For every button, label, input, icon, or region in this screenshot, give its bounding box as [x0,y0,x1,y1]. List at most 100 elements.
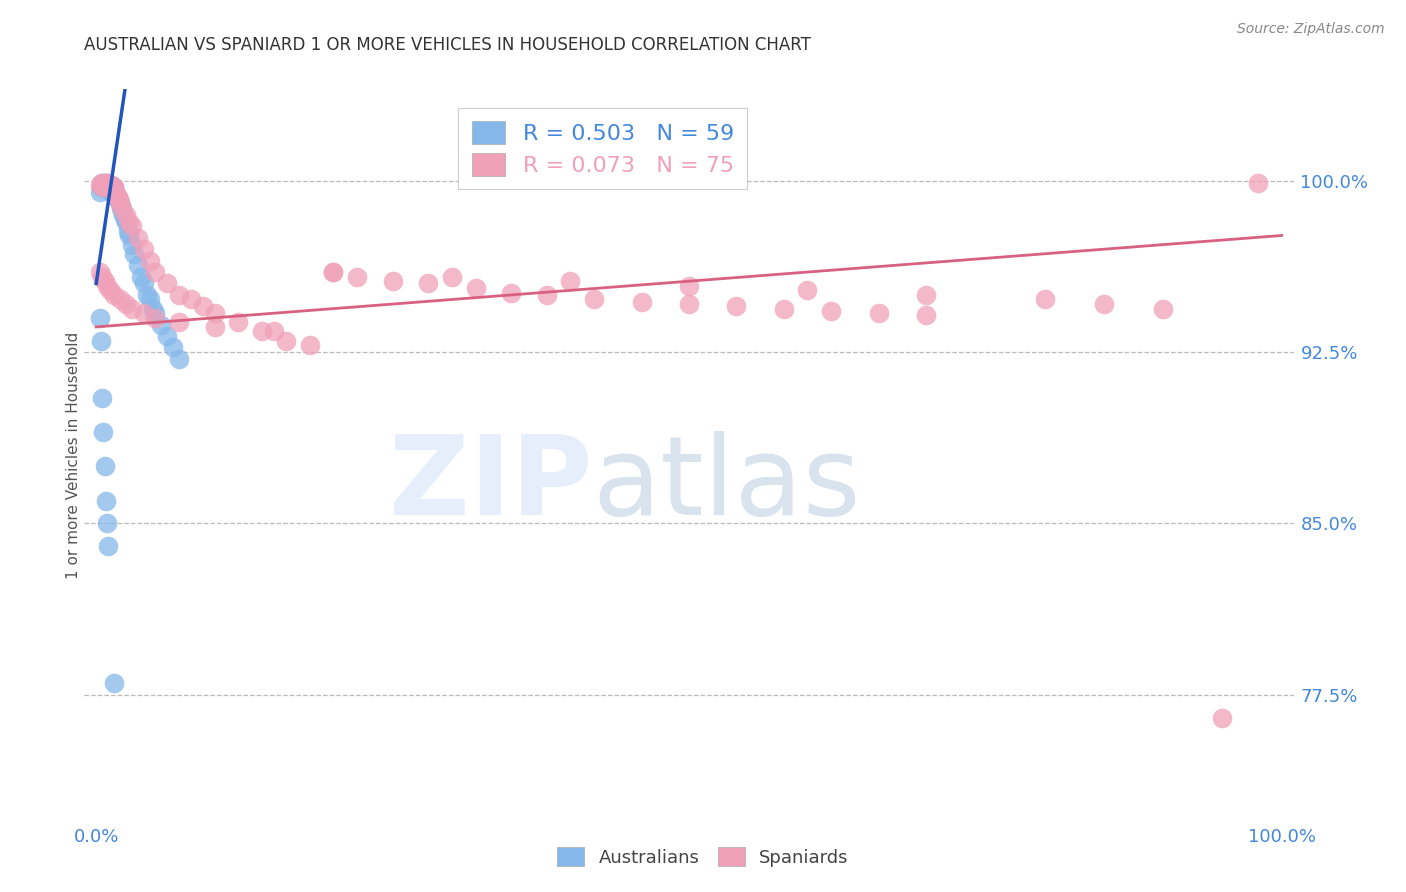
Point [96,176,118,190]
Point [132,277,155,291]
Point [101,183,124,197]
Point [1247,176,1270,190]
Point [678,297,700,311]
Point [97,180,120,194]
Point [1092,297,1115,311]
Point [96,180,118,194]
Point [115,215,138,229]
Point [103,180,125,194]
Point [136,288,159,302]
Point [298,338,321,352]
Point [110,201,132,215]
Point [100,178,122,193]
Point [97,540,120,554]
Point [108,196,131,211]
Point [138,253,160,268]
Point [91,178,114,193]
Point [94,178,117,193]
Point [346,269,368,284]
Point [274,334,297,348]
Point [107,194,129,209]
Point [107,192,129,206]
Point [228,315,250,329]
Point [96,180,118,194]
Point [105,189,128,203]
Point [100,284,122,298]
Point [89,310,111,325]
Point [111,201,134,215]
Point [114,212,136,227]
Point [772,301,794,316]
Point [117,224,139,238]
Point [630,294,652,309]
Point [91,180,114,194]
Point [90,334,112,348]
Point [115,208,138,222]
Y-axis label: 1 or more Vehicles in Household: 1 or more Vehicles in Household [66,331,80,579]
Point [98,183,121,197]
Point [418,277,440,291]
Point [97,178,120,193]
Point [1211,711,1233,725]
Point [122,247,145,261]
Point [118,228,141,243]
Point [191,299,214,313]
Point [100,180,122,194]
Point [96,278,118,293]
Point [868,306,890,320]
Point [96,516,118,531]
Point [440,269,463,284]
Point [204,306,226,320]
Point [725,299,748,313]
Point [89,185,111,199]
Legend: R = 0.503   N = 59, R = 0.073   N = 75: R = 0.503 N = 59, R = 0.073 N = 75 [458,108,747,189]
Point [111,203,134,218]
Point [250,325,273,339]
Point [915,309,938,323]
Point [93,274,115,288]
Point [560,274,582,288]
Point [915,288,938,302]
Point [100,183,122,197]
Point [162,341,184,355]
Point [145,306,167,320]
Point [121,301,143,316]
Point [97,183,120,197]
Point [91,176,114,190]
Point [91,178,114,193]
Point [121,237,143,252]
Point [94,180,117,194]
Point [167,288,190,302]
Point [90,180,112,194]
Point [129,269,152,284]
Point [381,274,404,288]
Point [115,297,138,311]
Point [142,301,165,316]
Text: Source: ZipAtlas.com: Source: ZipAtlas.com [1237,22,1385,37]
Text: AUSTRALIAN VS SPANIARD 1 OR MORE VEHICLES IN HOUSEHOLD CORRELATION CHART: AUSTRALIAN VS SPANIARD 1 OR MORE VEHICLE… [84,36,811,54]
Point [167,351,190,366]
Point [145,265,167,279]
Point [105,187,128,202]
Point [180,293,202,307]
Point [108,196,131,211]
Point [100,178,122,193]
Point [101,185,124,199]
Point [112,208,135,222]
Point [94,178,117,193]
Point [118,215,141,229]
Point [100,183,122,197]
Point [90,176,112,190]
Point [94,493,117,508]
Point [93,176,115,190]
Point [98,180,121,194]
Point [150,318,173,332]
Point [93,459,115,474]
Point [263,325,285,339]
Point [97,176,120,190]
Point [103,288,125,302]
Point [322,265,344,279]
Point [93,176,115,190]
Point [145,310,167,325]
Text: atlas: atlas [592,431,860,538]
